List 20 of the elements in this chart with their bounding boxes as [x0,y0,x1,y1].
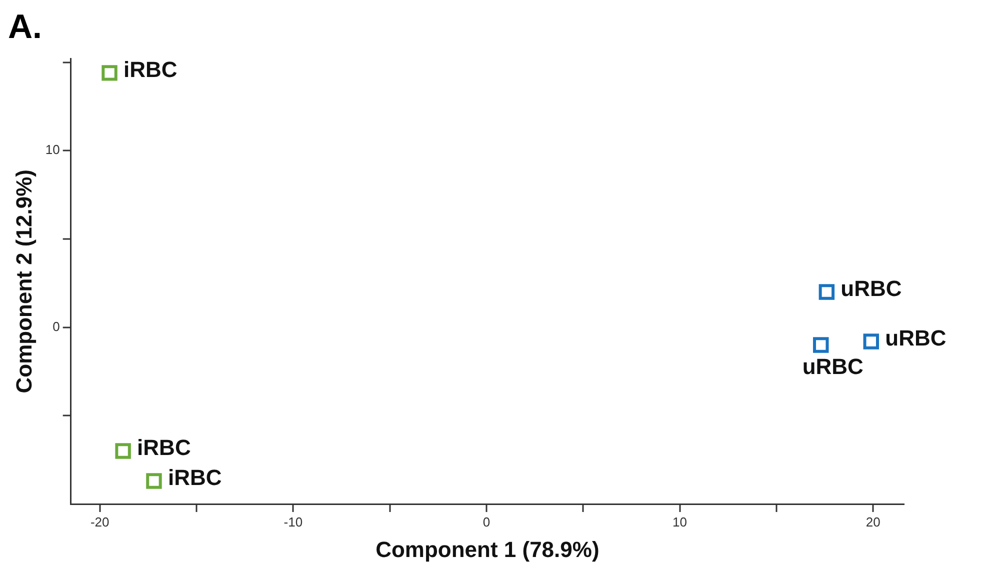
x-tick-label: 0 [482,514,490,530]
x-tick-label: 10 [672,514,687,530]
point [102,65,118,81]
x-axis-title: Component 1 (78.9%) [376,536,600,562]
point [115,443,131,459]
x-tick-label: -20 [90,514,110,530]
annotation: uRBC [802,354,864,380]
annotation: iRBC [168,465,222,490]
point [818,284,835,300]
x-tick-label: 20 [866,514,880,530]
annotation: uRBC [885,326,946,351]
y-axis-title: Component 2 (12.9%) [11,170,36,394]
point [146,473,162,489]
point [863,334,880,350]
annotation: uRBC [840,276,902,302]
x-tick-label: -10 [284,514,303,530]
annotation: iRBC [124,56,178,82]
chart-title: A. [8,8,42,46]
point [813,337,829,353]
annotation: iRBC [137,435,191,460]
